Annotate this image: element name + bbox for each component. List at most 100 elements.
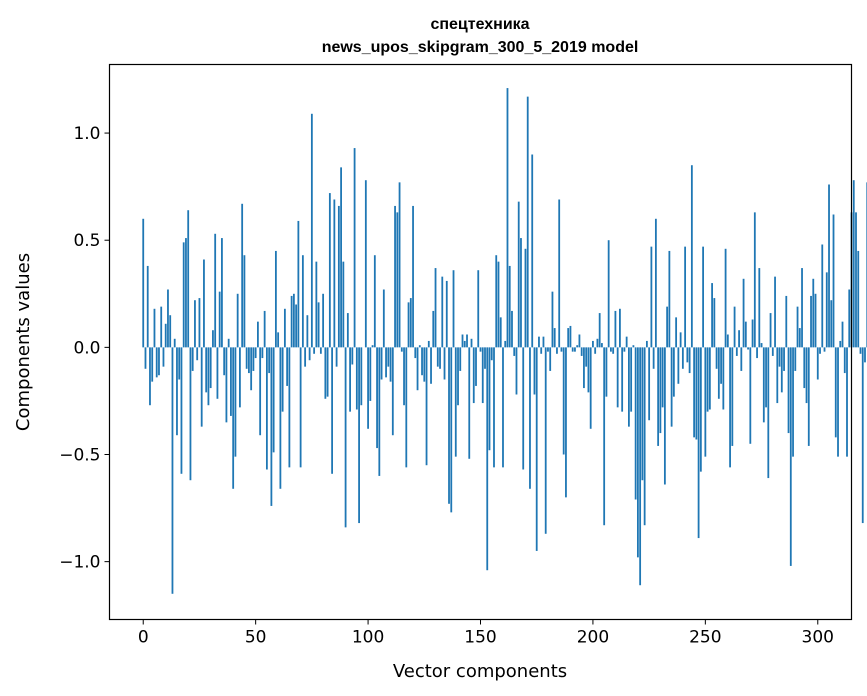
bar bbox=[513, 347, 516, 356]
bar bbox=[454, 347, 457, 457]
bar bbox=[702, 246, 704, 348]
bar bbox=[520, 238, 522, 348]
bar bbox=[825, 272, 828, 348]
bar bbox=[816, 347, 819, 380]
bar bbox=[616, 347, 619, 408]
bar bbox=[209, 347, 212, 389]
bar bbox=[180, 347, 183, 474]
bar bbox=[423, 347, 426, 382]
bar bbox=[234, 347, 237, 457]
bar bbox=[679, 332, 682, 348]
bar bbox=[371, 345, 374, 348]
bar bbox=[614, 310, 617, 348]
bar bbox=[587, 347, 590, 393]
bar bbox=[861, 347, 864, 524]
bar bbox=[261, 347, 264, 359]
bar bbox=[191, 347, 194, 371]
bar bbox=[610, 347, 612, 352]
bar bbox=[823, 347, 826, 352]
bar bbox=[605, 347, 608, 397]
y-tick-label: −1.0 bbox=[59, 553, 100, 573]
bar bbox=[731, 347, 734, 446]
bar bbox=[274, 250, 277, 348]
bar bbox=[663, 347, 666, 485]
bar bbox=[675, 317, 678, 348]
bar bbox=[400, 347, 403, 352]
bar bbox=[394, 205, 396, 348]
bar bbox=[389, 347, 392, 382]
bar bbox=[252, 347, 255, 371]
bar bbox=[560, 347, 563, 352]
bar bbox=[475, 347, 477, 386]
bar bbox=[592, 340, 594, 348]
bar bbox=[594, 347, 597, 354]
bar bbox=[612, 347, 615, 354]
bar bbox=[578, 334, 581, 348]
bar bbox=[459, 347, 462, 371]
bar bbox=[749, 347, 752, 444]
bar bbox=[760, 343, 763, 348]
bar bbox=[713, 298, 716, 348]
bar bbox=[182, 242, 185, 348]
bar bbox=[567, 328, 570, 348]
bar bbox=[346, 313, 349, 348]
bar bbox=[463, 340, 466, 348]
bar bbox=[792, 347, 794, 457]
bar bbox=[432, 310, 435, 348]
bar bbox=[499, 317, 502, 348]
bar bbox=[789, 347, 792, 566]
bar bbox=[821, 244, 824, 348]
bar bbox=[418, 345, 421, 348]
bar bbox=[391, 347, 394, 436]
bar bbox=[272, 347, 275, 453]
bar bbox=[416, 347, 419, 391]
bar bbox=[603, 347, 606, 526]
bar bbox=[443, 347, 446, 380]
bar bbox=[452, 270, 455, 348]
bar bbox=[688, 347, 691, 374]
bar bbox=[306, 315, 309, 348]
bar bbox=[230, 347, 232, 416]
bar bbox=[335, 347, 338, 367]
bar bbox=[729, 347, 731, 468]
bar bbox=[542, 336, 545, 348]
bar bbox=[299, 347, 302, 468]
x-tick-label: 150 bbox=[464, 628, 496, 648]
bar bbox=[367, 347, 369, 429]
bar bbox=[250, 347, 253, 391]
bar bbox=[468, 347, 471, 459]
bar bbox=[589, 347, 592, 429]
bar bbox=[670, 347, 673, 427]
y-tick-label: −0.5 bbox=[59, 446, 100, 466]
bar bbox=[481, 347, 484, 404]
bar bbox=[803, 347, 806, 389]
bar bbox=[812, 278, 815, 348]
bar bbox=[283, 308, 286, 348]
bar bbox=[834, 347, 837, 438]
bar bbox=[740, 347, 743, 371]
bar bbox=[265, 347, 268, 470]
bar bbox=[598, 313, 601, 348]
bar bbox=[778, 347, 781, 367]
bar bbox=[358, 347, 360, 524]
bar bbox=[753, 212, 756, 348]
bar bbox=[794, 347, 797, 371]
bar bbox=[315, 261, 318, 348]
bar bbox=[470, 338, 473, 348]
x-tick-label: 300 bbox=[802, 628, 834, 648]
bar bbox=[185, 238, 187, 348]
bar bbox=[506, 88, 509, 348]
x-tick-label: 0 bbox=[138, 628, 149, 648]
bar bbox=[843, 347, 846, 374]
bar bbox=[427, 340, 430, 348]
bar bbox=[178, 347, 181, 380]
bar bbox=[654, 218, 657, 348]
bar bbox=[650, 246, 653, 348]
bar bbox=[639, 347, 642, 586]
bar bbox=[221, 238, 223, 348]
bar bbox=[533, 347, 536, 395]
bar bbox=[529, 347, 531, 489]
bar bbox=[243, 255, 246, 348]
bar bbox=[490, 347, 493, 361]
bar bbox=[351, 347, 354, 365]
